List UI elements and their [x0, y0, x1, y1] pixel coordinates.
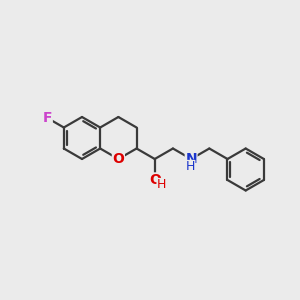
Text: F: F	[43, 111, 52, 125]
Text: O: O	[112, 152, 124, 166]
Text: N: N	[185, 152, 197, 166]
Text: H: H	[157, 178, 167, 191]
Text: O: O	[149, 173, 161, 187]
Text: H: H	[185, 160, 195, 173]
